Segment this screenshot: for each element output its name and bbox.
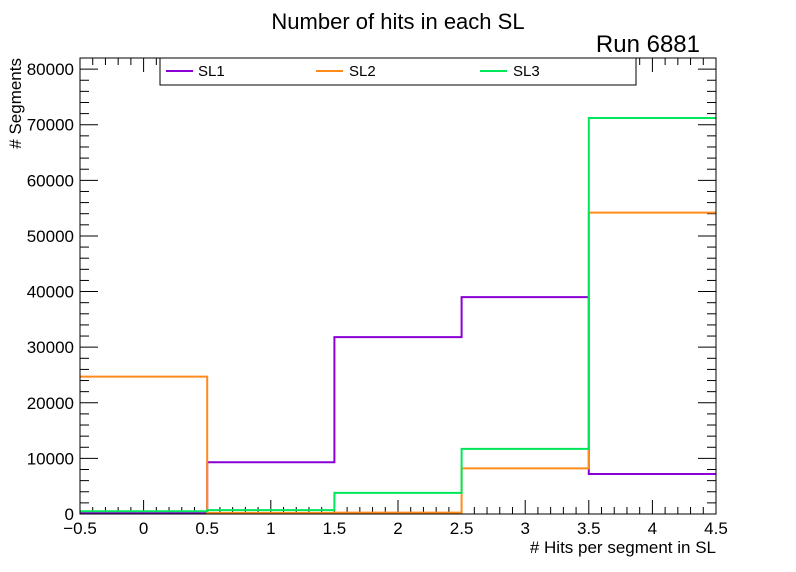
x-tick-label: 1.5 xyxy=(323,519,347,538)
y-tick-label: 30000 xyxy=(27,338,74,357)
x-tick-label: −0.5 xyxy=(63,519,97,538)
legend-label-sl1: SL1 xyxy=(198,63,225,80)
series-line-sl3 xyxy=(80,117,716,513)
x-tick-label: 2.5 xyxy=(450,519,474,538)
legend-label-sl2: SL2 xyxy=(349,63,376,80)
x-tick-label: 2 xyxy=(393,519,402,538)
legend: SL1 SL2 SL3 xyxy=(159,57,637,86)
x-tick-label: 0 xyxy=(139,519,148,538)
x-tick-label: 3.5 xyxy=(577,519,601,538)
x-axis-label: # Hits per segment in SL xyxy=(530,538,716,557)
y-tick-label: 70000 xyxy=(27,116,74,135)
x-tick-labels: −0.5 0 0.5 1 1.5 2 2.5 3 3.5 4 4.5 xyxy=(63,519,728,538)
y-tick-label: 40000 xyxy=(27,283,74,302)
chart-title: Number of hits in each SL xyxy=(271,9,524,34)
legend-box xyxy=(159,57,637,86)
run-annotation: Run 6881 xyxy=(596,31,700,58)
legend-label-sl3: SL3 xyxy=(513,63,540,80)
data-series xyxy=(80,117,716,515)
y-tick-label: 60000 xyxy=(27,171,74,190)
x-tick-label: 4 xyxy=(648,519,657,538)
y-axis-label: # Segments xyxy=(6,58,25,149)
y-tick-labels: 0 10000 20000 30000 40000 50000 60000 70000 8000… xyxy=(27,60,74,524)
y-tick-label: 0 xyxy=(65,505,74,524)
y-tick-label: 80000 xyxy=(27,60,74,79)
y-tick-label: 50000 xyxy=(27,227,74,246)
x-tick-label: 1 xyxy=(266,519,275,538)
y-tick-label: 20000 xyxy=(27,394,74,413)
y-tick-label: 10000 xyxy=(27,449,74,468)
x-tick-label: 4.5 xyxy=(704,519,728,538)
x-tick-label: 0.5 xyxy=(195,519,219,538)
x-tick-label: 3 xyxy=(520,519,529,538)
